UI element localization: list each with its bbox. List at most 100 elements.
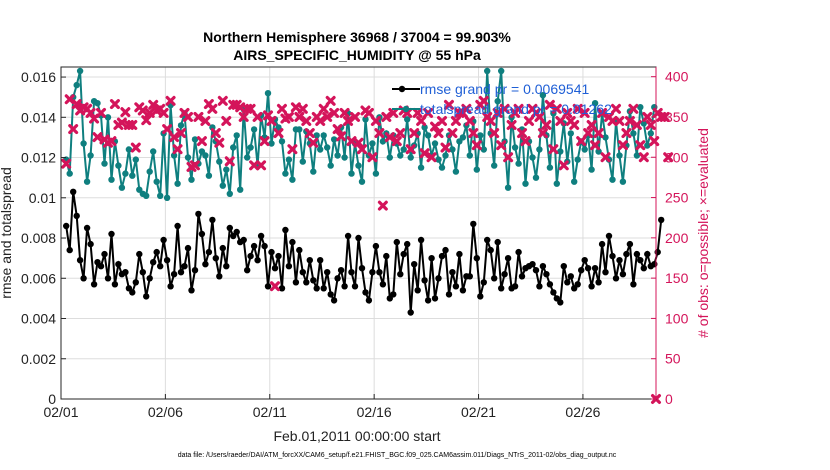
rmse-point <box>637 257 644 264</box>
rmse-point <box>320 285 327 292</box>
footer-data-file: data file: /Users/raeder/DAI/ATM_forcXX/… <box>178 452 617 459</box>
rmse-point <box>518 273 526 280</box>
evaluated-point <box>617 140 628 151</box>
totalspread-point <box>83 178 91 185</box>
rmse-point <box>198 230 206 238</box>
totalspread-point <box>327 162 334 169</box>
totalspread-point <box>484 67 491 75</box>
totalspread-point <box>341 154 348 161</box>
evaluated-point <box>92 132 103 143</box>
rmse-point <box>591 265 599 272</box>
evaluated-point <box>214 137 225 148</box>
x-axis-ticks: 02/01 02/06 02/11 02/16 02/21 02/26 <box>43 394 601 420</box>
totalspread-point <box>379 138 387 145</box>
rmse-point <box>261 242 268 250</box>
rmse-point <box>247 252 254 260</box>
totalspread-point <box>637 104 644 111</box>
rmse-point <box>87 240 94 248</box>
totalspread-point <box>473 166 480 173</box>
evaluated-point <box>635 140 646 151</box>
evaluated-point <box>583 128 594 139</box>
totalspread-point <box>511 144 519 151</box>
totalspread-line <box>65 70 656 198</box>
evaluated-point <box>412 107 423 118</box>
totalspread-point <box>330 136 338 143</box>
evaluated-point <box>391 136 402 147</box>
evaluated-point <box>569 120 580 131</box>
evaluated-point <box>586 120 597 131</box>
evaluated-point <box>489 128 500 139</box>
rmse-point <box>459 287 467 294</box>
evaluated-point <box>520 136 531 147</box>
evaluated-point <box>356 144 367 155</box>
totalspread-point <box>459 134 467 141</box>
evaluated-point <box>437 115 448 126</box>
evaluated-point <box>269 281 280 292</box>
rmse-point <box>195 210 202 218</box>
totalspread-point <box>539 92 547 99</box>
rmse-point <box>157 263 164 270</box>
rmse-point <box>494 238 501 246</box>
rmse-point <box>626 240 634 248</box>
evaluated-point <box>416 115 427 126</box>
left-tick-label: 0.016 <box>21 69 56 85</box>
totalspread-point <box>581 146 588 153</box>
evaluated-point <box>158 107 169 118</box>
evaluated-point <box>423 107 434 118</box>
rmse-point <box>473 255 480 262</box>
left-tick-label: 0.012 <box>21 150 56 166</box>
totalspread-point <box>633 152 641 159</box>
totalspread-point <box>125 146 133 153</box>
rmse-point <box>337 267 345 274</box>
totalspread-point <box>591 100 599 107</box>
rmse-point <box>306 257 313 264</box>
totalspread-point <box>417 164 425 171</box>
rmse-point <box>557 299 564 306</box>
rmse-point <box>104 275 112 282</box>
rmse-point <box>581 257 588 264</box>
evaluated-point <box>642 111 653 122</box>
evaluated-point <box>659 111 670 122</box>
evaluated-point <box>322 111 333 122</box>
right-tick-label: 250 <box>665 190 689 206</box>
totalspread-point <box>191 136 199 143</box>
rmse-point <box>428 255 435 262</box>
rmse-point <box>480 279 487 286</box>
evaluated-point <box>304 128 315 139</box>
rmse-point <box>369 269 376 276</box>
rmse-point <box>588 283 595 290</box>
totalspread-point <box>163 194 171 201</box>
totalspread-point <box>404 116 411 123</box>
totalspread-point <box>616 152 623 159</box>
totalspread-point <box>230 144 237 151</box>
totalspread-point <box>504 184 512 191</box>
rmse-point <box>543 271 550 278</box>
rmse-point <box>250 242 258 250</box>
evaluated-point <box>217 95 228 106</box>
evaluated-point <box>558 160 569 171</box>
totalspread-point <box>372 170 380 177</box>
evaluated-point <box>350 111 361 122</box>
rmse-point <box>393 238 400 246</box>
legend-rmse-label: rmse grand pr = 0.0069541 <box>420 81 589 97</box>
evaluated-point <box>130 142 141 153</box>
evaluated-point <box>183 111 194 122</box>
evaluated-point <box>370 115 381 126</box>
left-tick-label: 0.008 <box>21 230 56 246</box>
totalspread-point <box>452 168 460 175</box>
totalspread-point <box>87 152 94 159</box>
totalspread-point <box>424 132 432 139</box>
rmse-point <box>491 275 498 282</box>
evaluated-point <box>537 128 548 139</box>
rmse-point <box>184 244 192 252</box>
evaluated-point <box>332 124 343 135</box>
totalspread-point <box>244 154 251 161</box>
totalspread-point <box>400 146 407 153</box>
rmse-point <box>397 271 404 278</box>
totalspread-point <box>177 122 185 129</box>
rmse-point <box>560 263 567 270</box>
y-axis-label-right: # of obs: o=possible; ×=evaluated <box>695 128 711 338</box>
rmse-point <box>143 293 150 300</box>
evaluated-point <box>294 111 305 122</box>
right-tick-label: 50 <box>665 351 681 367</box>
